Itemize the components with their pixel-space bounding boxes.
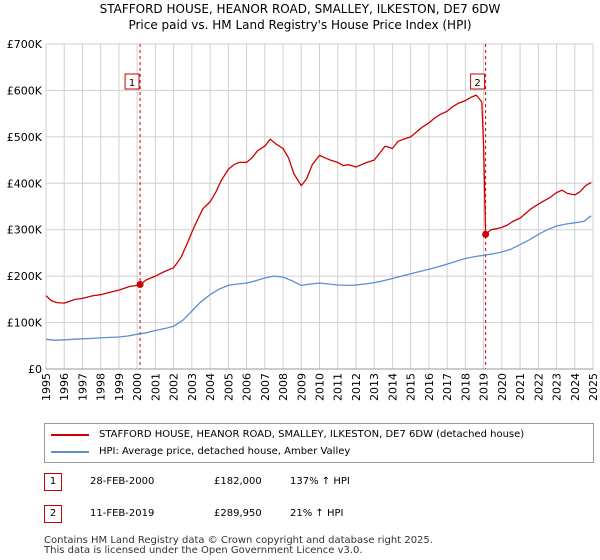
sale-point bbox=[482, 230, 490, 238]
x-tick-label: 2005 bbox=[222, 373, 235, 401]
x-tick-label: 2010 bbox=[314, 373, 327, 401]
sale-number-badge: 2 bbox=[44, 505, 62, 523]
x-tick-label: 2011 bbox=[332, 373, 345, 401]
footer-copyright: Contains HM Land Registry data © Crown c… bbox=[44, 535, 433, 546]
sale-marker-box bbox=[470, 73, 486, 90]
x-tick-label: 1999 bbox=[113, 373, 126, 401]
x-tick-label: 2000 bbox=[131, 373, 144, 401]
x-tick-label: 2004 bbox=[204, 373, 217, 401]
legend-swatch-property bbox=[51, 434, 89, 436]
price-chart: £0 £100K £200K £300K £400K £500K £600K £700K 199… bbox=[7, 38, 600, 401]
sale-price: £182,000 bbox=[214, 476, 262, 487]
y-tick-label: £400K bbox=[7, 177, 43, 190]
x-tick-label: 2003 bbox=[186, 373, 199, 401]
chart-legend: STAFFORD HOUSE, HEANOR ROAD, SMALLEY, IL… bbox=[44, 423, 594, 463]
x-tick-label: 2007 bbox=[259, 373, 272, 401]
x-tick-label: 2023 bbox=[551, 373, 564, 401]
sale-hpi-change: 21% ↑ HPI bbox=[290, 508, 344, 519]
legend-swatch-hpi bbox=[51, 451, 89, 453]
series-line-hpi bbox=[45, 215, 592, 341]
x-tick-label: 2015 bbox=[405, 373, 418, 401]
x-tick-label: 2002 bbox=[168, 373, 181, 401]
sale-hpi-change: 137% ↑ HPI bbox=[290, 476, 350, 487]
y-tick-label: £100K bbox=[7, 317, 43, 330]
x-tick-label: 2013 bbox=[368, 373, 381, 401]
x-tick-label: 2009 bbox=[295, 373, 308, 401]
sale-point bbox=[136, 281, 144, 288]
x-tick-label: 1998 bbox=[95, 373, 108, 401]
y-tick-label: £700K bbox=[7, 38, 43, 51]
x-tick-label: 2019 bbox=[478, 373, 491, 401]
sale-price: £289,950 bbox=[214, 508, 262, 519]
x-tick-label: 2001 bbox=[149, 373, 162, 401]
y-tick-label: £300K bbox=[7, 224, 43, 237]
x-tick-label: 2024 bbox=[569, 373, 582, 401]
chart-axes: £0 £100K £200K £300K £400K £500K £600K £700K 199… bbox=[7, 38, 600, 401]
footer-licence: This data is licensed under the Open Gov… bbox=[44, 545, 363, 556]
y-tick-label: £600K bbox=[7, 84, 43, 97]
x-tick-label: 1997 bbox=[76, 373, 89, 401]
y-tick-label: £200K bbox=[7, 270, 43, 283]
y-tick-label: £0 bbox=[28, 363, 42, 376]
sale-date: 11-FEB-2019 bbox=[90, 508, 155, 519]
legend-label-hpi: HPI: Average price, detached house, Ambe… bbox=[99, 446, 351, 457]
x-tick-label: 1996 bbox=[58, 373, 71, 401]
chart-title-line2: Price paid vs. HM Land Registry's House … bbox=[128, 18, 472, 32]
sale-number-badge: 1 bbox=[44, 473, 62, 491]
legend-label-property: STAFFORD HOUSE, HEANOR ROAD, SMALLEY, IL… bbox=[99, 429, 525, 440]
x-tick-label: 2012 bbox=[350, 373, 363, 401]
x-tick-label: 1995 bbox=[40, 373, 53, 401]
series-line-property bbox=[45, 94, 592, 304]
x-tick-label: 2017 bbox=[441, 373, 454, 401]
x-tick-label: 2018 bbox=[459, 373, 472, 401]
chart-series bbox=[45, 94, 592, 341]
x-tick-label: 2008 bbox=[277, 373, 290, 401]
chart-title-line1: STAFFORD HOUSE, HEANOR ROAD, SMALLEY, IL… bbox=[99, 2, 501, 16]
sale-marker-label: 2 bbox=[474, 78, 480, 89]
x-tick-label: 2022 bbox=[532, 373, 545, 401]
sale-date: 28-FEB-2000 bbox=[90, 476, 155, 487]
y-tick-label: £500K bbox=[7, 131, 43, 144]
x-tick-label: 2020 bbox=[496, 373, 509, 401]
sale-marker-label: 1 bbox=[129, 78, 135, 89]
x-tick-label: 2014 bbox=[386, 373, 399, 401]
x-tick-label: 2006 bbox=[241, 373, 254, 401]
sale-marker-box bbox=[124, 73, 140, 90]
chart-grid bbox=[45, 43, 594, 370]
x-tick-label: 2021 bbox=[514, 373, 527, 401]
x-tick-label: 2016 bbox=[423, 373, 436, 401]
x-tick-label: 2025 bbox=[587, 373, 600, 401]
